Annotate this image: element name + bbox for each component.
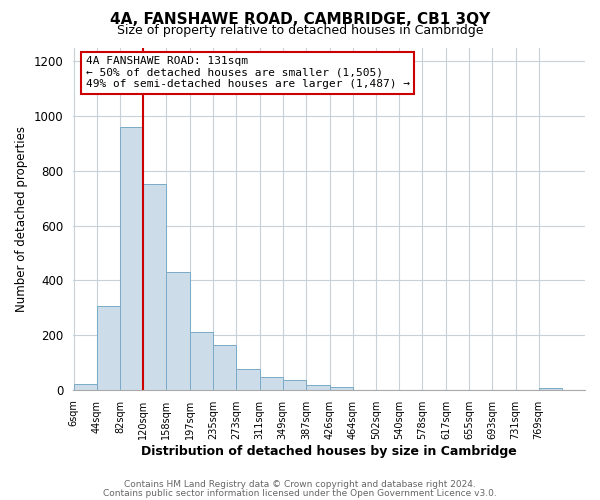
- Bar: [97, 306, 120, 390]
- Text: Size of property relative to detached houses in Cambridge: Size of property relative to detached ho…: [117, 24, 483, 37]
- Bar: [143, 184, 166, 390]
- Bar: [213, 344, 236, 390]
- Bar: [74, 384, 97, 390]
- Text: Contains HM Land Registry data © Crown copyright and database right 2024.: Contains HM Land Registry data © Crown c…: [124, 480, 476, 489]
- Bar: [306, 385, 329, 390]
- Bar: [190, 332, 213, 390]
- Text: 4A FANSHAWE ROAD: 131sqm
← 50% of detached houses are smaller (1,505)
49% of sem: 4A FANSHAWE ROAD: 131sqm ← 50% of detach…: [86, 56, 410, 90]
- Bar: [283, 380, 306, 390]
- Bar: [260, 376, 283, 390]
- Y-axis label: Number of detached properties: Number of detached properties: [15, 126, 28, 312]
- Text: Contains public sector information licensed under the Open Government Licence v3: Contains public sector information licen…: [103, 488, 497, 498]
- Bar: [166, 272, 190, 390]
- Bar: [329, 387, 353, 390]
- X-axis label: Distribution of detached houses by size in Cambridge: Distribution of detached houses by size …: [141, 444, 517, 458]
- Bar: [120, 127, 143, 390]
- Bar: [236, 370, 260, 390]
- Bar: [539, 388, 562, 390]
- Text: 4A, FANSHAWE ROAD, CAMBRIDGE, CB1 3QY: 4A, FANSHAWE ROAD, CAMBRIDGE, CB1 3QY: [110, 12, 490, 28]
